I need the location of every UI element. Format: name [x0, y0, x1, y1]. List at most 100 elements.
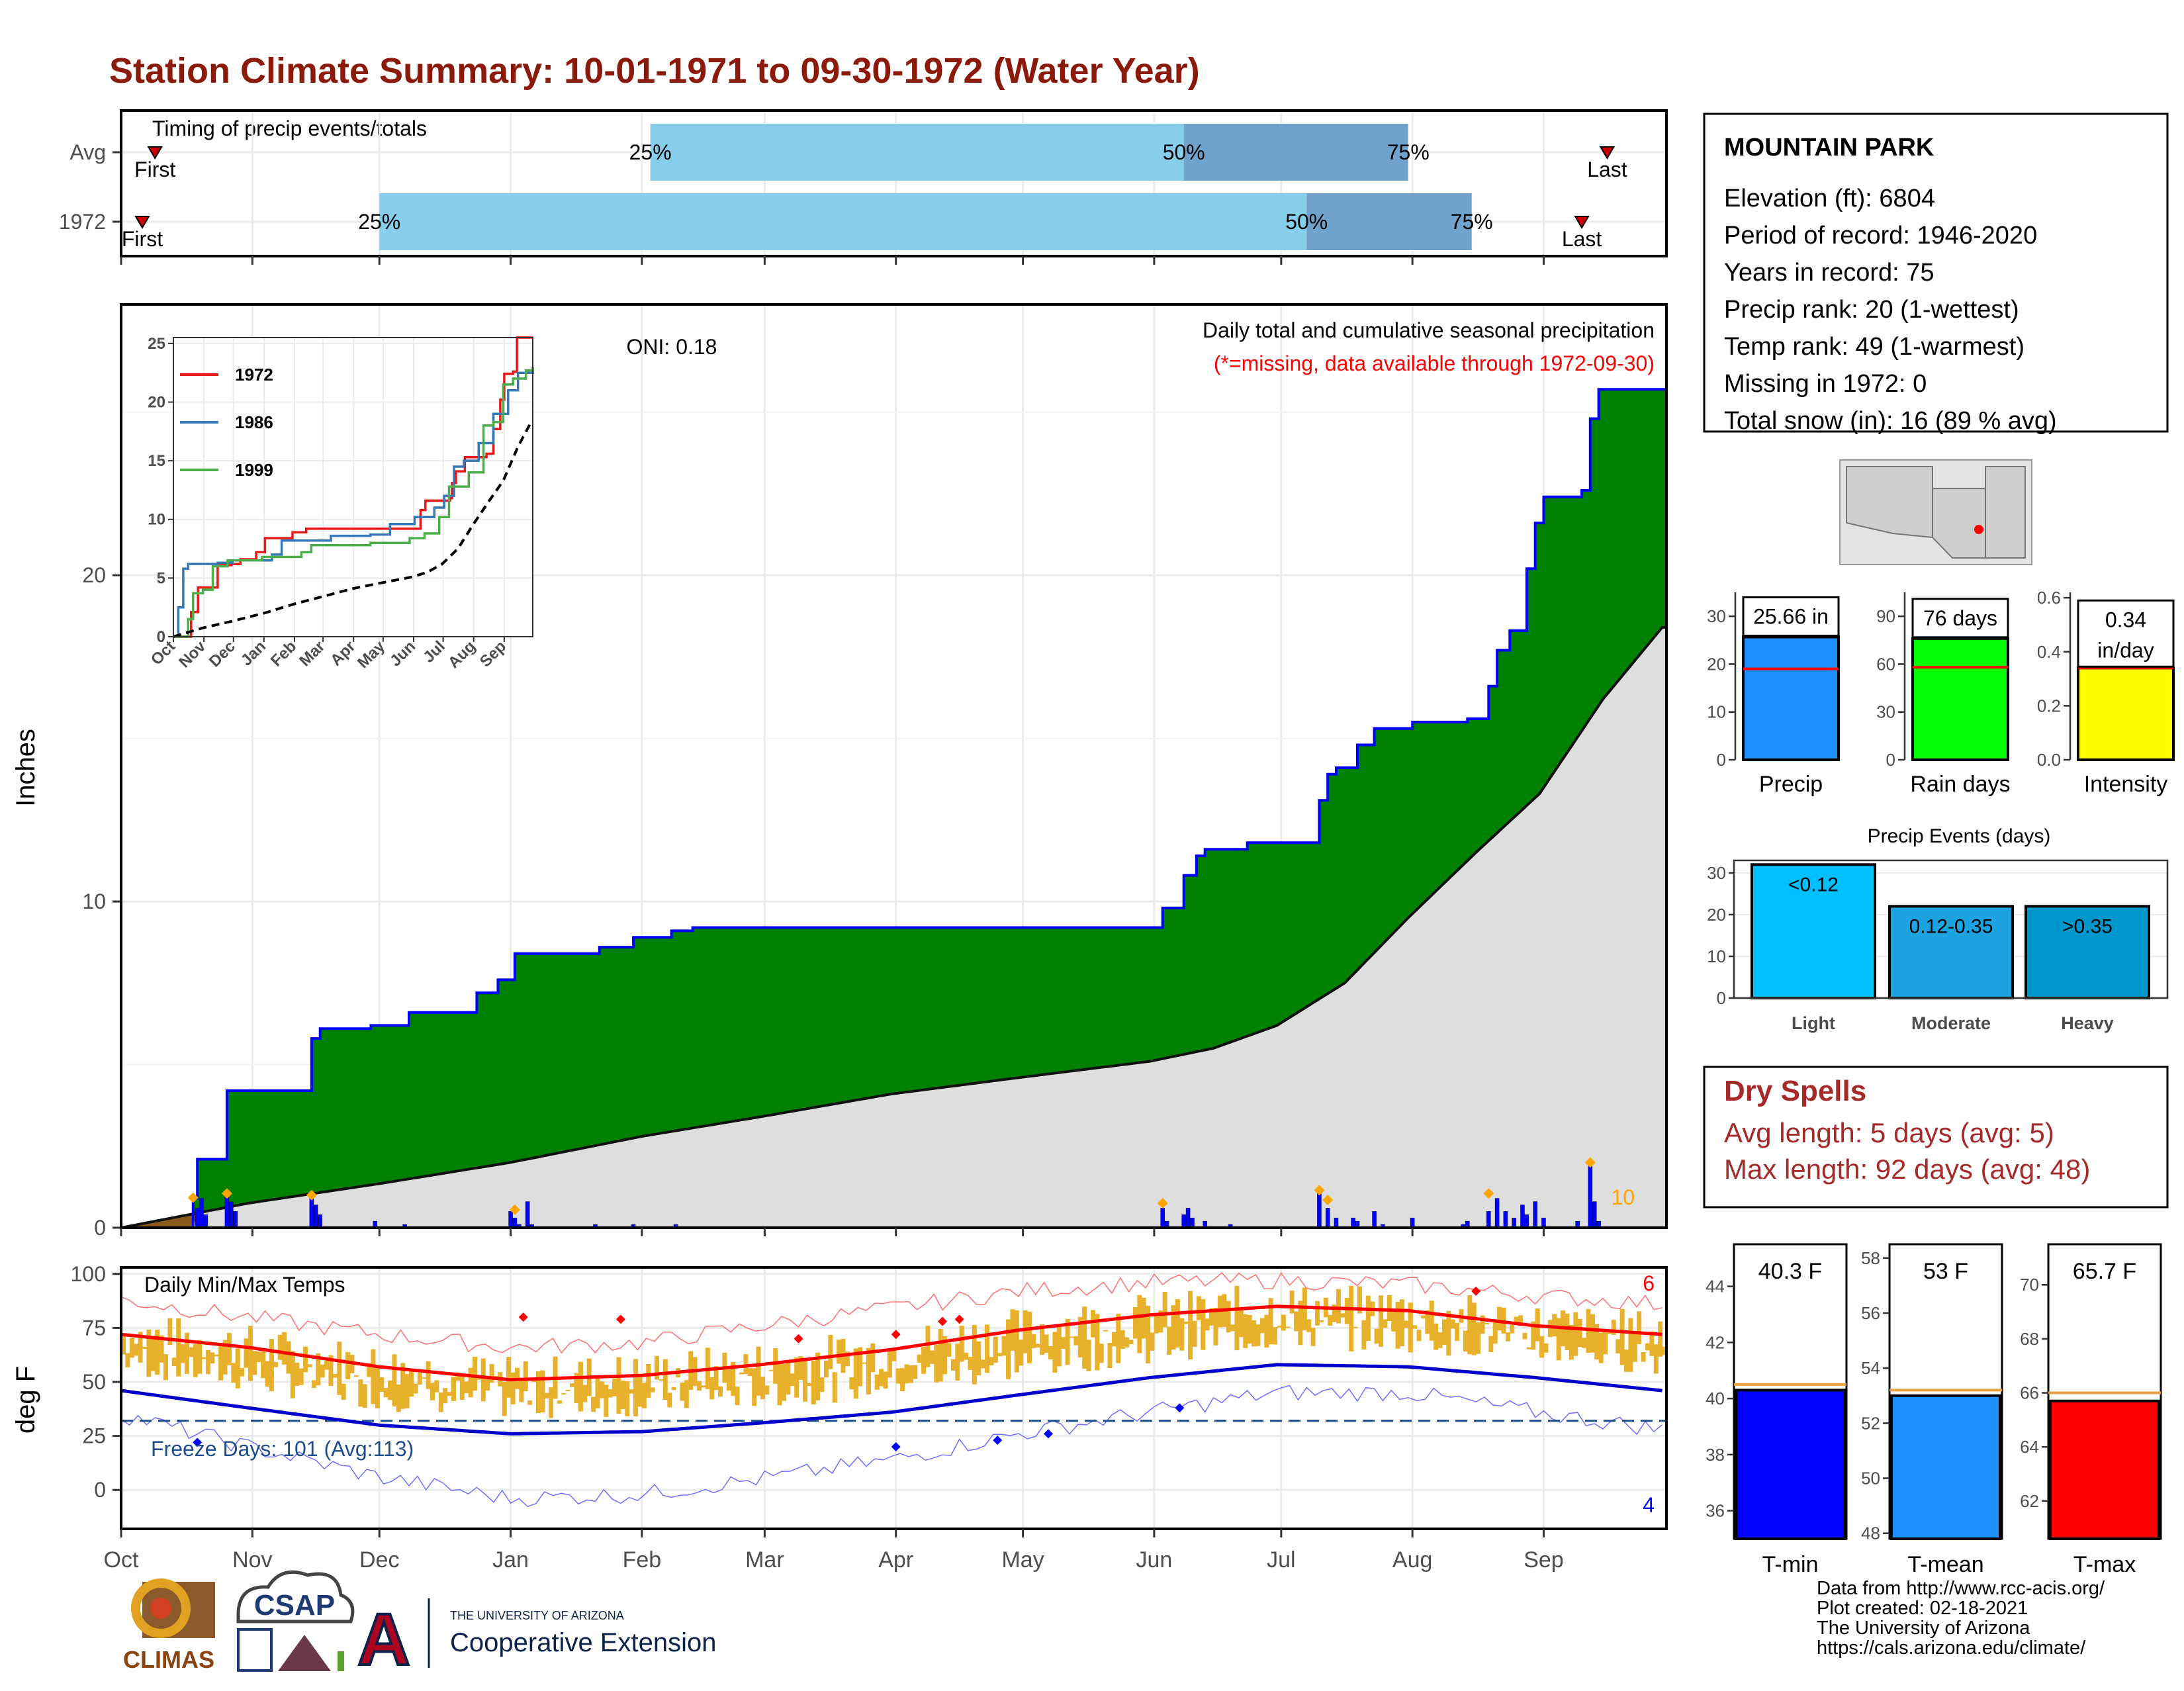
daily-temp-range-bar [510, 1372, 516, 1404]
month-tick-label: Apr [878, 1547, 913, 1573]
daily-temp-range-bar [1065, 1318, 1070, 1365]
inset-y-tick-label: 20 [148, 393, 165, 411]
daily-temp-range-bar [595, 1377, 600, 1408]
temp-y-tick-label: 75 [82, 1316, 106, 1340]
daily-temp-range-bar [1594, 1324, 1600, 1360]
daily-temp-range-bar [1637, 1311, 1642, 1345]
daily-temp-range-bar [731, 1362, 736, 1396]
logo-strip: CLIMAS CSAP A THE UNIVERSITY OF ARIZONA … [123, 1570, 716, 1682]
daily-temp-range-bar [121, 1334, 126, 1355]
station-info-line: Temp rank: 49 (1-warmest) [1724, 333, 2025, 361]
daily-temp-range-bar [684, 1380, 689, 1408]
daily-temp-range-bar [1497, 1306, 1502, 1331]
summary-bar [1911, 637, 2009, 762]
daily-temp-range-bar [1255, 1324, 1261, 1346]
cumulative-comparison-inset: 1972198619990510152025OctNovDecJanFebMar… [148, 335, 534, 672]
timing-row-label: Avg [69, 140, 106, 164]
daily-temp-range-bar [345, 1351, 351, 1380]
daily-temp-range-bar [811, 1361, 816, 1404]
daily-temp-range-bar [226, 1332, 232, 1365]
daily-temp-range-bar [1175, 1299, 1180, 1348]
daily-temp-range-bar [485, 1377, 490, 1391]
footer-line: Data from http://www.rcc-acis.org/ [1817, 1578, 2105, 1599]
record-low-marker [1175, 1403, 1185, 1413]
summary-y-tick-label: 30 [1876, 702, 1895, 722]
daily-temp-range-bar [282, 1332, 287, 1365]
daily-temp-range-bar [1027, 1311, 1032, 1364]
station-info-line: Period of record: 1946-2020 [1724, 222, 2037, 250]
oni-label: ONI: 0.18 [627, 335, 717, 359]
daily-temp-range-bar [159, 1335, 164, 1363]
temp-y-tick-label: 0 [94, 1478, 106, 1502]
daily-temp-range-bar [1590, 1314, 1595, 1353]
daily-temp-range-bar [1188, 1291, 1193, 1359]
daily-precip-bar [1372, 1211, 1377, 1228]
temp-summary-value: 53 F [1923, 1259, 1968, 1284]
daily-temp-range-bar [332, 1373, 338, 1378]
daily-temp-range-bar [244, 1338, 249, 1368]
summary-value-label: 0.34 [2105, 608, 2146, 631]
summary-value-box [1911, 598, 2009, 639]
daily-temp-range-bar [307, 1364, 312, 1367]
temp-summary-y-tick-label: 44 [1706, 1277, 1725, 1297]
daily-temp-range-bar [980, 1359, 985, 1369]
daily-precip-bar [1486, 1211, 1491, 1228]
daily-precip-bar [1160, 1208, 1165, 1228]
events-bar-label: <0.12 [1788, 874, 1839, 895]
daily-temp-range-bar [781, 1363, 786, 1401]
daily-temp-range-bar [1658, 1321, 1663, 1357]
temp-summary-label: T-mean [1907, 1552, 1983, 1577]
daily-temp-range-bar [1378, 1295, 1383, 1347]
daily-temp-range-bar [523, 1361, 528, 1392]
station-info-line: Elevation (ft): 6804 [1724, 185, 1935, 212]
daily-record-marker [1157, 1198, 1168, 1209]
record-low-marker [891, 1441, 901, 1451]
daily-temp-range-bar [1285, 1326, 1291, 1328]
daily-temp-range-bar [324, 1360, 330, 1370]
daily-temp-range-bar [1289, 1290, 1295, 1314]
daily-precip-bar [224, 1195, 230, 1228]
daily-temp-range-bar [502, 1381, 507, 1416]
inset-y-tick-label: 0 [157, 628, 165, 646]
daily-temp-range-bar [1196, 1296, 1201, 1320]
daily-temp-range-bar [997, 1353, 1003, 1357]
daily-temp-range-bar [1146, 1305, 1151, 1363]
daily-temp-range-bar [362, 1384, 367, 1408]
daily-precip-bar [1512, 1217, 1516, 1228]
daily-temp-range-bar [1298, 1301, 1303, 1346]
daily-temp-range-bar [1611, 1320, 1616, 1335]
daily-temp-range-bar [989, 1357, 994, 1365]
timing-bar-50-75 [1183, 124, 1408, 181]
daily-precip-bar [1494, 1198, 1500, 1228]
daily-temp-range-bar [815, 1352, 821, 1400]
daily-temp-range-bar [146, 1329, 152, 1377]
temp-summary-y-tick-label: 40 [1706, 1389, 1725, 1408]
daily-temp-range-bar [295, 1362, 300, 1386]
daily-temp-range-bar [252, 1351, 257, 1375]
station-info-line: Missing in 1972: 0 [1724, 370, 1927, 398]
daily-temp-range-bar [929, 1350, 934, 1364]
temp-summary-y-tick-label: 36 [1706, 1501, 1725, 1521]
footer-line: The University of Arizona [1817, 1618, 2030, 1639]
daily-precip-bar [233, 1211, 238, 1228]
daily-temp-range-bar [1569, 1324, 1574, 1360]
daily-temp-range-bar [1294, 1311, 1299, 1332]
daily-temp-range-bar [273, 1361, 279, 1367]
daily-temp-range-bar [798, 1356, 803, 1380]
daily-temp-range-bar [1387, 1295, 1392, 1321]
daily-temp-range-bar [1120, 1330, 1125, 1349]
daily-temp-range-bar [1238, 1310, 1244, 1338]
month-tick-label: Aug [1392, 1547, 1433, 1573]
daily-record-marker [221, 1188, 232, 1199]
daily-temp-range-bar [1209, 1308, 1214, 1326]
events-bar [1888, 905, 2014, 1000]
daily-temp-range-bar [316, 1353, 321, 1386]
events-y-tick-label: 30 [1707, 863, 1726, 883]
daily-temp-range-bar [883, 1371, 888, 1389]
daily-temp-range-bar [527, 1400, 533, 1405]
temp-summary-y-tick-label: 48 [1861, 1524, 1880, 1543]
last-event-label: Last [1562, 227, 1602, 251]
record-low-marker [993, 1436, 1003, 1445]
daily-temp-range-bar [777, 1361, 782, 1406]
summary-y-tick-label: 0.4 [2037, 642, 2061, 662]
